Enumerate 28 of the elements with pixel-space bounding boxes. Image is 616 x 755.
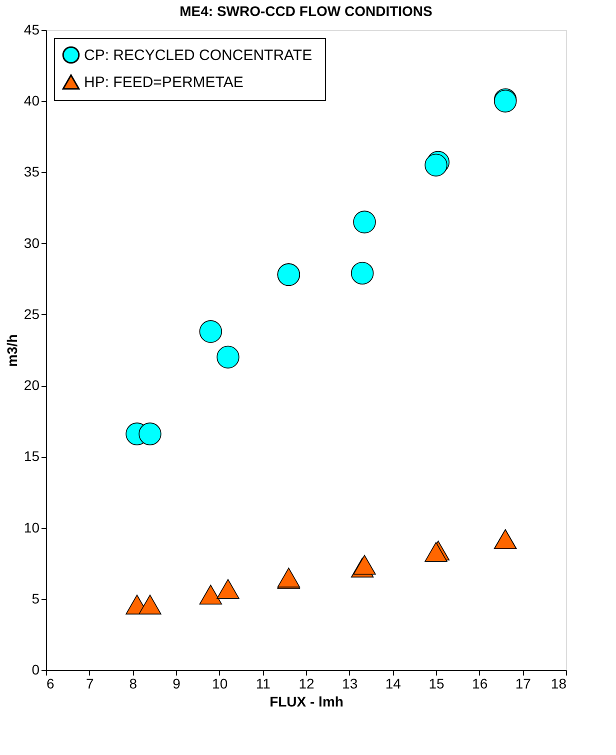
legend-label: HP: FEED=PERMETAE — [84, 74, 244, 91]
x-tick-label: 11 — [256, 676, 271, 692]
y-tick-label: 0 — [32, 662, 40, 678]
x-tick-label: 15 — [428, 676, 444, 692]
x-tick-label: 13 — [342, 676, 358, 692]
x-tick-label: 14 — [385, 676, 402, 692]
x-tick-label: 18 — [550, 676, 567, 692]
chart-title: ME4: SWRO-CCD FLOW CONDITIONS — [180, 3, 432, 19]
y-tick-label: 45 — [24, 22, 40, 38]
x-tick-label: 6 — [46, 676, 54, 692]
y-tick-label: 10 — [24, 519, 40, 536]
y-tick-label: 30 — [24, 234, 40, 251]
y-tick-label: 40 — [24, 92, 40, 109]
y-tick-label: 20 — [24, 377, 40, 394]
x-tick-label: 12 — [298, 676, 314, 692]
x-axis-title: FLUX - lmh — [270, 694, 344, 710]
legend-label: CP: RECYCLED CONCENTRATE — [84, 47, 312, 64]
y-axis-title: m3/h — [4, 334, 20, 367]
x-tick-label: 10 — [212, 676, 228, 692]
x-tick-label: 9 — [172, 676, 181, 692]
x-tick-label: 17 — [515, 676, 532, 692]
y-tick-label: 25 — [24, 306, 40, 322]
y-tick-label: 35 — [24, 164, 40, 180]
y-tick-label: 5 — [32, 590, 40, 606]
x-tick-label: 16 — [472, 676, 488, 692]
x-tick-label: 8 — [129, 676, 138, 692]
x-tick-label: 7 — [86, 676, 94, 692]
y-tick-label: 15 — [24, 448, 40, 464]
